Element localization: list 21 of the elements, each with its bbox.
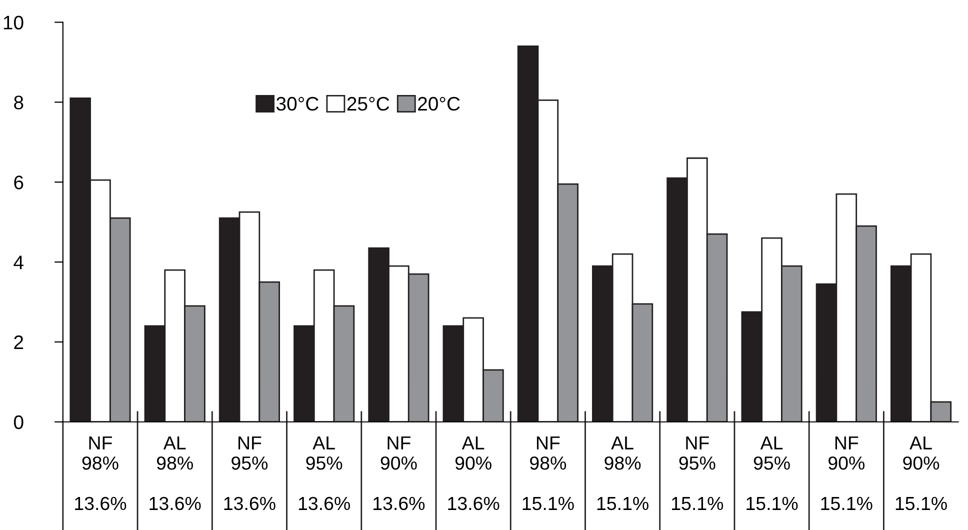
y-tick-label: 0 <box>14 415 24 430</box>
category-label: NF 95% 15.1% <box>672 436 724 510</box>
category-label: AL 98% 13.6% <box>150 436 201 510</box>
category-label: AL 95% 15.1% <box>746 436 798 510</box>
category-label: NF 98% 13.6% <box>75 436 126 510</box>
category-label: NF 98% 15.1% <box>522 436 574 510</box>
legend-label: 30°C <box>276 96 318 111</box>
y-tick-label: 10 <box>4 16 24 30</box>
y-tick-label: 8 <box>14 96 24 110</box>
y-tick-label: 2 <box>14 335 24 349</box>
y-tick-label: 6 <box>14 176 24 190</box>
category-label: AL 98% 15.1% <box>597 436 648 510</box>
category-label: NF 95% 13.6% <box>224 436 276 510</box>
y-tick-label: 4 <box>14 256 24 270</box>
category-label: AL 90% 15.1% <box>896 436 947 510</box>
legend-label: 20°C <box>418 96 460 111</box>
category-label: AL 90% 13.6% <box>448 436 500 510</box>
category-label: NF 90% 13.6% <box>374 436 425 510</box>
legend-label: 25°C <box>347 96 390 111</box>
category-label: NF 90% 15.1% <box>821 436 872 510</box>
category-label: AL 95% 13.6% <box>298 436 350 510</box>
